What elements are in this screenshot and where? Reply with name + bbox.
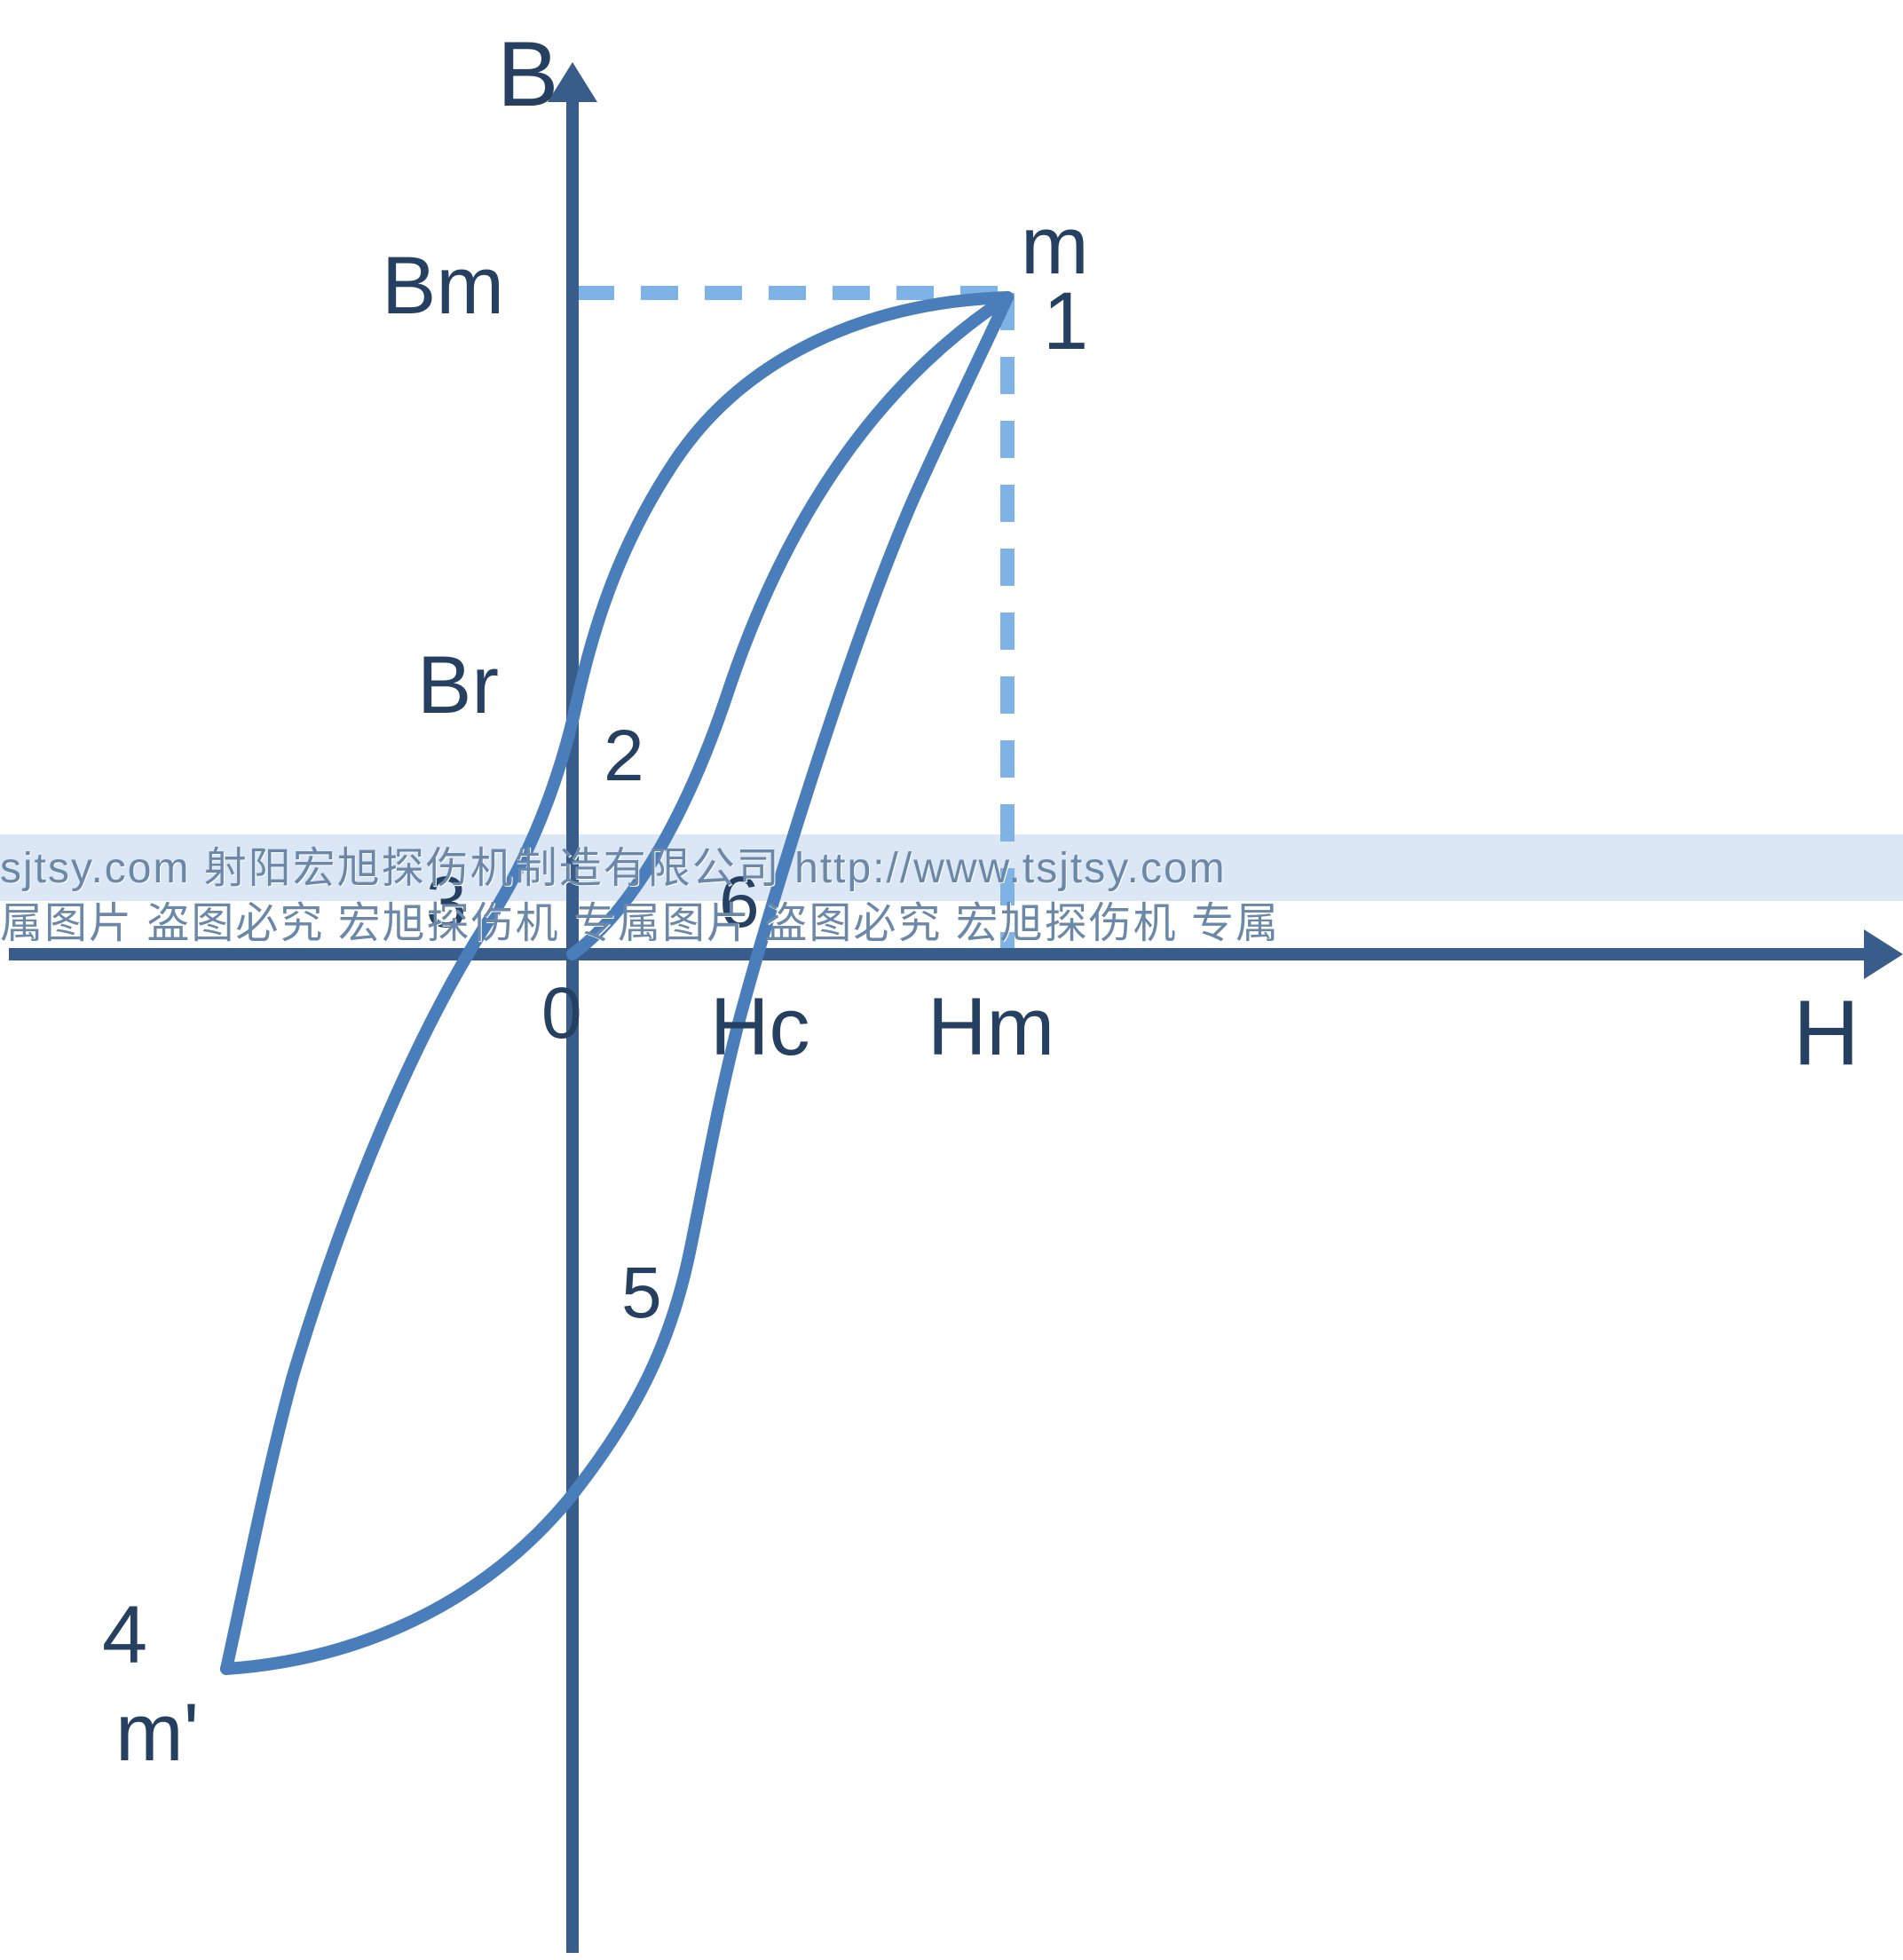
- label-0: 0: [541, 972, 582, 1055]
- label-Bm: Bm: [382, 240, 504, 333]
- label-mprime: m': [115, 1687, 199, 1780]
- label-Hc: Hc: [710, 981, 809, 1074]
- label-Br: Br: [417, 639, 499, 732]
- x-axis-arrow: [1864, 929, 1903, 979]
- label-2: 2: [604, 715, 644, 798]
- watermark-line-2: 属图片 盗图必究 宏旭探伤机 专属图片 盗图必究 宏旭探伤机 专属: [0, 888, 1280, 950]
- label-Hm: Hm: [928, 981, 1054, 1074]
- label-B: B: [497, 22, 558, 128]
- label-1: 1: [1043, 275, 1088, 368]
- label-H: H: [1793, 981, 1860, 1087]
- label-5: 5: [621, 1252, 662, 1335]
- curve-lower: [226, 297, 1007, 1669]
- diagram-svg: [0, 0, 1903, 1960]
- curve-upper: [226, 297, 1007, 1669]
- label-4: 4: [102, 1589, 147, 1682]
- watermark-line-1: sjtsy.com 射阳宏旭探伤机制造有限公司 http://www.tsjts…: [0, 833, 1227, 895]
